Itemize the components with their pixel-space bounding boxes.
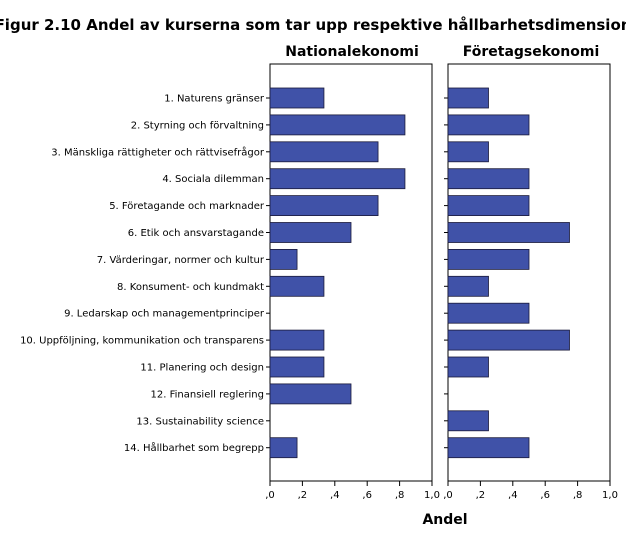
- panel-title-foretagsekonomi: Företagsekonomi: [463, 44, 600, 60]
- bar: [269, 383, 352, 405]
- x-tick-label: 1,0: [424, 490, 440, 501]
- panel-title-nationalekonomi: Nationalekonomi: [285, 44, 419, 60]
- bar: [269, 114, 406, 136]
- bar: [447, 222, 570, 243]
- bar: [269, 437, 298, 459]
- category-label: 3. Mänskliga rättigheter och rättvisefrå…: [51, 145, 265, 158]
- bar: [269, 141, 379, 163]
- bar: [269, 195, 379, 217]
- x-tick-label: ,6: [362, 490, 372, 501]
- bar: [447, 141, 489, 163]
- panel-1: ,0 ,2 ,4 ,6 ,8 1,0: [443, 63, 618, 501]
- bar: [447, 329, 570, 351]
- bar: [269, 87, 325, 109]
- category-label: 13. Sustainability science: [136, 416, 264, 427]
- bar: [447, 410, 489, 432]
- category-label: 6. Etik och ansvarstagande: [128, 228, 264, 239]
- bar: [269, 356, 325, 378]
- bar: [447, 168, 530, 190]
- panel-0: ,0 ,2 ,4 ,6 ,8 1,0: [265, 63, 440, 501]
- x-tick-label: ,2: [476, 490, 486, 501]
- panel-frame: [269, 63, 433, 482]
- bar: [447, 302, 530, 324]
- category-label: 4. Sociala dilemman: [162, 174, 264, 185]
- x-tick-label: ,4: [330, 490, 340, 501]
- bar: [269, 168, 406, 190]
- x-tick-label: ,0: [443, 490, 453, 501]
- bar: [447, 195, 530, 217]
- x-tick-label: ,4: [508, 490, 518, 501]
- x-axis-label: Andel: [422, 512, 467, 528]
- category-label: 14. Hållbarhet som begrepp: [124, 441, 264, 454]
- bar: [447, 275, 489, 297]
- category-label: 5. Företagande och marknader: [109, 201, 265, 212]
- bar: [269, 275, 325, 297]
- bar: [447, 248, 530, 270]
- category-label: 11. Planering och design: [140, 363, 264, 374]
- x-tick-label: ,0: [265, 490, 275, 501]
- bar: [269, 222, 352, 243]
- bar: [447, 437, 530, 459]
- category-label: 9. Ledarskap och managementprinciper: [64, 309, 265, 320]
- bar: [269, 248, 298, 270]
- category-label: 10. Uppföljning, kommunikation och trans…: [20, 336, 264, 347]
- category-label: 8. Konsument- och kundmakt: [117, 282, 264, 293]
- bar: [447, 356, 489, 378]
- panels: ,0,2,4,6,8 1,0,0,2,4,6,8 1,0: [265, 63, 618, 501]
- x-tick-label: ,8: [395, 490, 405, 501]
- x-tick-label: ,6: [540, 490, 550, 501]
- chart-title: Figur 2.10 Andel av kurserna som tar upp…: [0, 16, 626, 34]
- category-label: 2. Styrning och förvaltning: [131, 120, 264, 131]
- x-tick-label: ,2: [298, 490, 308, 501]
- bar: [269, 329, 325, 351]
- category-label: 7. Värderingar, normer och kultur: [97, 255, 265, 266]
- bar: [447, 87, 489, 109]
- category-label: 1. Naturens gränser: [164, 94, 265, 105]
- x-tick-label: ,8: [573, 490, 583, 501]
- category-label: 12. Finansiell reglering: [151, 389, 264, 400]
- panel-frame: [447, 63, 611, 482]
- x-tick-label: 1,0: [602, 490, 618, 501]
- bar: [447, 114, 530, 136]
- category-labels: 1. Naturens gränser 2. Styrning och förva…: [20, 94, 265, 455]
